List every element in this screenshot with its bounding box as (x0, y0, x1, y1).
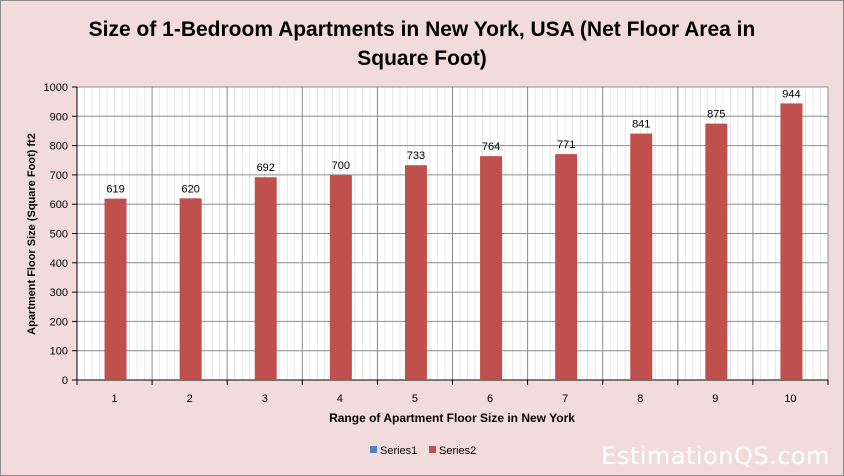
legend: Series1 Series2 (370, 445, 476, 457)
y-axis-title: Apartment Floor Size (Square Foot) ft2 (26, 133, 38, 335)
data-label: 619 (106, 184, 124, 196)
bar-series2-10 (780, 103, 803, 381)
y-tick-label: 0 (62, 375, 68, 387)
x-tick-label: 5 (412, 393, 418, 405)
bar-series2-3 (254, 177, 277, 380)
legend-label: Series1 (380, 445, 417, 457)
bar-series2-9 (705, 123, 728, 380)
data-label: 771 (557, 139, 575, 151)
bar-series2-1 (104, 198, 127, 380)
watermark: EstimationQS.com (601, 442, 830, 470)
data-label: 764 (482, 141, 500, 153)
y-tick-label: 300 (50, 287, 68, 299)
y-tick-label: 900 (50, 111, 68, 123)
x-tick-label: 4 (337, 393, 343, 405)
x-axis-title: Range of Apartment Floor Size in New Yor… (329, 411, 575, 425)
data-label: 700 (332, 160, 350, 172)
x-tick-label: 8 (637, 393, 643, 405)
y-tick-label: 1000 (44, 82, 68, 94)
x-tick-label: 9 (712, 393, 718, 405)
y-tick-label: 100 (50, 346, 68, 358)
chart-title-line-2: Square Foot) (357, 47, 487, 70)
y-tick-label: 500 (50, 229, 68, 241)
y-tick-label: 700 (50, 170, 68, 182)
data-label: 620 (181, 183, 199, 195)
legend-swatch-series2 (429, 446, 436, 453)
x-tick-label: 6 (487, 393, 493, 405)
y-tick-label: 800 (50, 141, 68, 153)
y-tick-label: 600 (50, 199, 68, 211)
x-tick-label: 2 (187, 393, 193, 405)
x-tick-label: 1 (111, 393, 117, 405)
bar-series2-4 (329, 174, 352, 380)
y-tick-label: 200 (50, 316, 68, 328)
bar-series2-5 (404, 165, 427, 380)
data-label: 944 (782, 88, 800, 100)
legend-label: Series2 (439, 445, 476, 457)
y-tick-label: 400 (50, 258, 68, 270)
x-tick-label: 3 (262, 393, 268, 405)
x-tick-label: 10 (784, 393, 796, 405)
bar-series2-7 (555, 154, 578, 380)
x-tick-label: 7 (562, 393, 568, 405)
data-label: 841 (632, 119, 650, 131)
data-label: 733 (407, 150, 425, 162)
bar-series2-8 (630, 133, 653, 380)
legend-swatch-series1 (370, 446, 377, 453)
data-label: 875 (707, 109, 725, 121)
bar-series2-6 (480, 156, 503, 380)
data-label: 692 (257, 162, 275, 174)
chart-title-line-1: Size of 1-Bedroom Apartments in New York… (89, 18, 756, 41)
bar-series2-2 (179, 198, 202, 380)
